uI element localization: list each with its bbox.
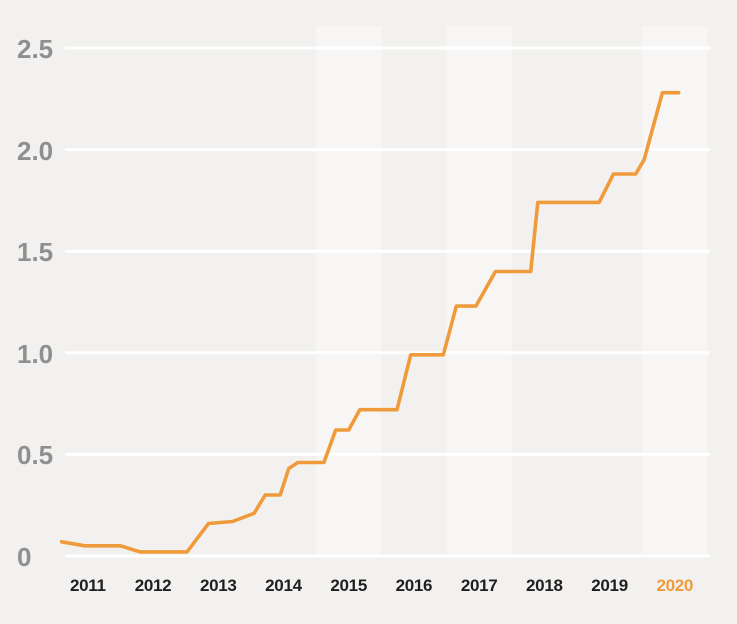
x-axis-tick-label: 2014 [265, 576, 302, 595]
x-axis-tick-label: 2013 [199, 576, 237, 595]
y-axis-tick-label: 1.0 [17, 338, 54, 369]
x-axis-tick-label: 2016 [395, 576, 433, 595]
y-axis-tick-label: 0 [17, 542, 32, 572]
x-axis-tick-label-highlighted: 2020 [656, 576, 694, 595]
y-axis-tick-label: 2.0 [17, 135, 54, 166]
year-band [642, 26, 708, 555]
x-axis-tick-label: 2011 [69, 576, 106, 595]
x-axis-tick-label: 2019 [591, 576, 628, 595]
data-series-line [59, 90, 681, 554]
x-axis-tick-label: 2018 [526, 576, 563, 595]
year-band [316, 26, 382, 555]
x-axis-tick-label: 2017 [460, 576, 498, 595]
year-band [446, 26, 512, 555]
x-axis-tick-label: 2012 [134, 576, 172, 595]
y-axis-tick-label: 2.5 [17, 34, 54, 64]
y-axis-tick-label: 1.5 [17, 237, 54, 268]
y-axis-tick-label: 0.5 [17, 440, 54, 471]
x-axis-tick-label: 2015 [330, 576, 367, 595]
